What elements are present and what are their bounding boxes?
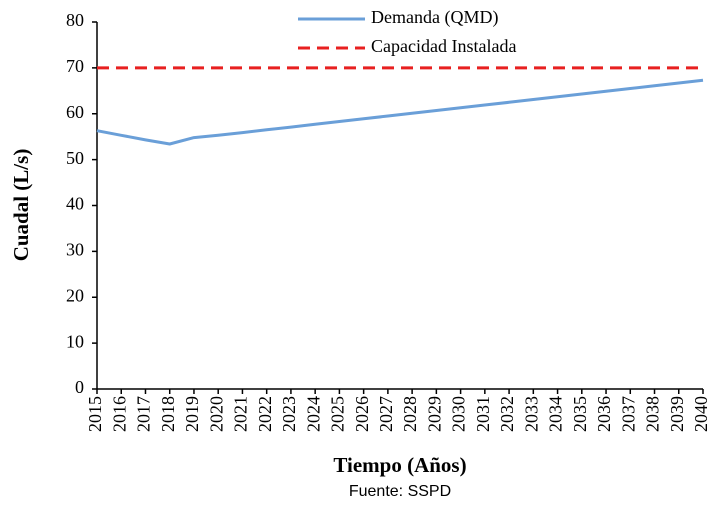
x-tick-label: 2016: [109, 396, 129, 432]
x-tick-label: 2024: [303, 396, 323, 432]
y-tick-label: 0: [75, 377, 84, 397]
y-tick-label: 10: [66, 331, 84, 351]
x-tick-label: 2018: [158, 396, 178, 432]
y-tick-label: 30: [66, 240, 84, 260]
x-tick-label: 2020: [206, 396, 226, 432]
x-tick-label: 2039: [667, 396, 687, 432]
x-tick-label: 2029: [424, 396, 444, 432]
x-axis-label: Tiempo (Años): [333, 453, 466, 477]
y-tick-label: 20: [66, 285, 84, 305]
x-tick-label: 2023: [279, 396, 299, 432]
y-tick-label: 60: [66, 102, 84, 122]
series-line: [96, 78, 704, 146]
x-tick-label: 2028: [400, 396, 420, 432]
x-tick-label: 2030: [449, 396, 469, 432]
x-tick-label: 2037: [618, 396, 638, 432]
x-tick-label: 2017: [134, 396, 154, 432]
x-tick-label: 2035: [570, 396, 590, 432]
x-tick-label: 2025: [328, 396, 348, 432]
y-tick-label: 40: [66, 194, 84, 214]
x-tick-label: 2033: [521, 396, 541, 432]
legend-label: Demanda (QMD): [371, 7, 498, 28]
x-tick-label: 2038: [643, 396, 663, 432]
x-tick-label: 2036: [594, 396, 614, 432]
y-tick-label: 80: [66, 10, 84, 30]
x-tick-label: 2026: [352, 396, 372, 432]
x-tick-label: 2021: [231, 396, 251, 432]
y-tick-label: 50: [66, 148, 84, 168]
y-axis-label: Cuadal (L/s): [9, 149, 33, 262]
x-tick-label: 2032: [497, 396, 517, 432]
y-tick-label: 70: [66, 56, 84, 76]
x-tick-label: 2019: [182, 396, 202, 432]
x-tick-label: 2022: [255, 396, 275, 432]
x-tick-label: 2031: [473, 396, 493, 432]
x-tick-label: 2015: [85, 396, 105, 432]
source-note: Fuente: SSPD: [349, 483, 451, 500]
legend-label: Capacidad Instalada: [371, 36, 516, 56]
x-tick-label: 2027: [376, 396, 396, 432]
x-tick-label: 2034: [546, 396, 566, 432]
x-tick-label: 2040: [691, 396, 710, 432]
